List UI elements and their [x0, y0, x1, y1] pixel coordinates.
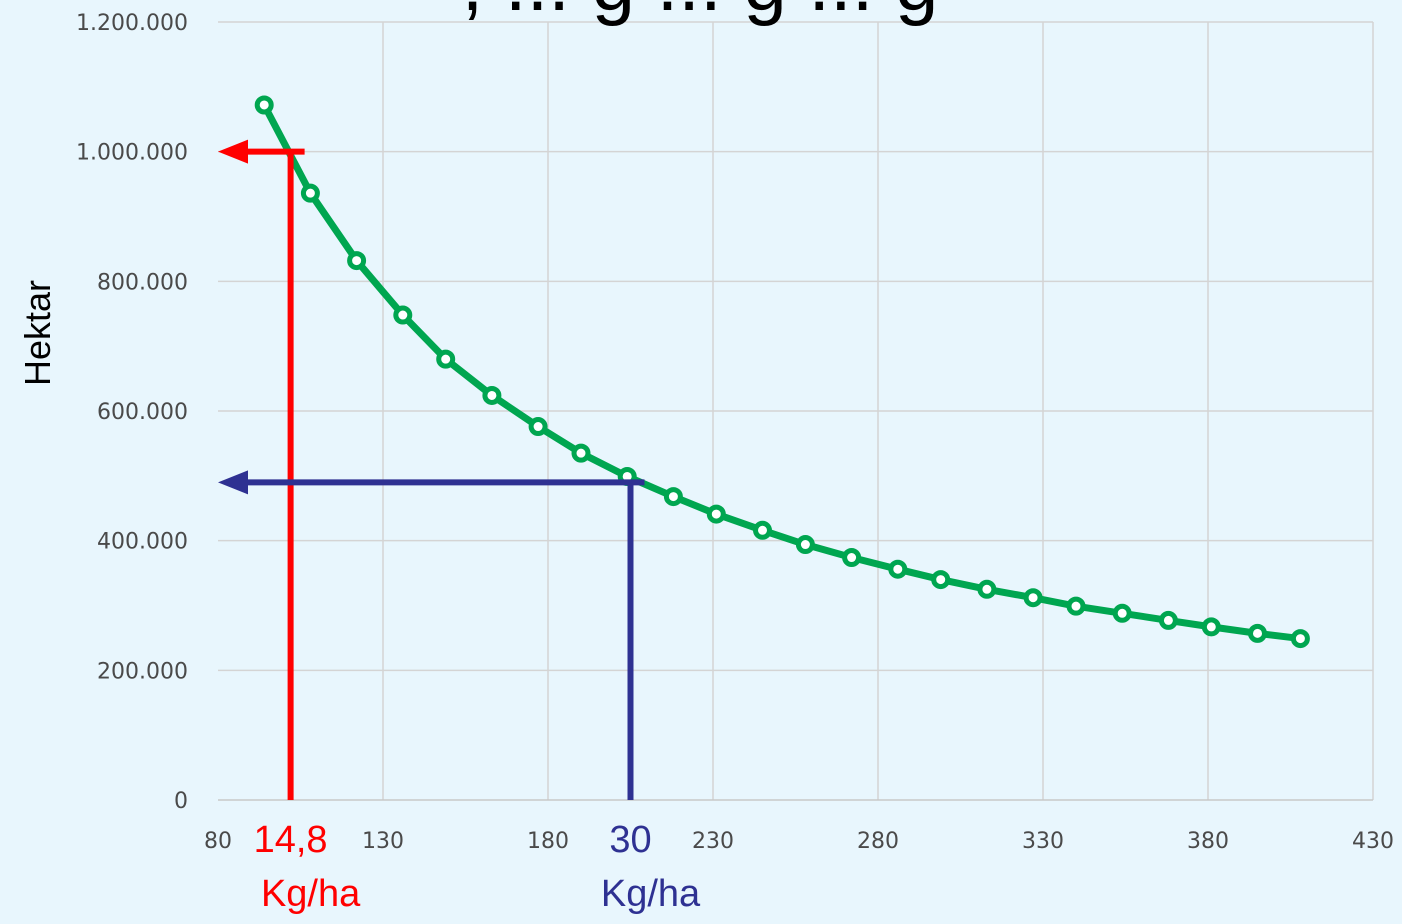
data-point	[528, 417, 548, 437]
data-point	[254, 95, 274, 115]
data-point	[1023, 588, 1043, 608]
y-tick-label: 1.000.000	[76, 141, 188, 166]
x-tick-label: 80	[204, 829, 232, 854]
data-point	[347, 251, 367, 271]
data-point	[977, 579, 997, 599]
annotation-arrowhead	[218, 139, 248, 164]
data-series	[254, 95, 1310, 649]
data-point	[1201, 617, 1221, 637]
y-tick-label: 400.000	[97, 530, 188, 555]
data-point	[436, 349, 456, 369]
y-tick-label: 200.000	[97, 659, 188, 684]
x-axis-ticks: 80 130 180 230 280 330 380 430	[204, 829, 1394, 854]
y-tick-label: 600.000	[97, 400, 188, 425]
title-fragment: , ... g ... g ... g	[462, 0, 939, 27]
annotation-value-label: 30	[609, 819, 651, 861]
y-tick-label: 0	[174, 789, 188, 814]
annotation-unit-label: Kg/ha	[261, 873, 361, 915]
series-line	[260, 101, 1304, 643]
data-point	[393, 305, 413, 325]
annotation-arrowhead	[218, 470, 248, 495]
data-point	[663, 487, 683, 507]
grid	[218, 21, 1374, 800]
data-point	[482, 385, 502, 405]
y-tick-label: 1.200.000	[76, 11, 188, 36]
data-point	[795, 535, 815, 555]
x-tick-label: 430	[1352, 829, 1394, 854]
y-tick-label: 800.000	[97, 270, 188, 295]
data-point	[753, 520, 772, 540]
x-tick-label: 380	[1187, 829, 1229, 854]
data-point	[1066, 596, 1086, 616]
x-tick-label: 180	[527, 829, 569, 854]
y-axis-ticks: 0 200.000 400.000 600.000 800.000 1.000.000 1.…	[76, 11, 188, 814]
data-point	[842, 548, 862, 568]
data-point	[1248, 623, 1267, 643]
annotation-unit-label: Kg/ha	[601, 873, 701, 915]
x-tick-label: 130	[362, 829, 404, 854]
y-axis-label: Hektar	[17, 280, 58, 386]
data-point	[888, 559, 908, 579]
data-point	[931, 570, 951, 590]
annotation-value-label: 14,8	[254, 819, 328, 861]
data-point	[571, 443, 591, 463]
data-point	[1290, 629, 1310, 649]
x-tick-label: 280	[857, 829, 899, 854]
x-tick-label: 330	[1022, 829, 1064, 854]
annotations: 14,8 Kg/ha 30 Kg/ha	[218, 139, 701, 915]
data-point	[1158, 610, 1178, 630]
x-tick-label: 230	[692, 829, 734, 854]
data-point	[1112, 603, 1132, 623]
data-point	[300, 183, 320, 203]
data-point	[706, 504, 726, 524]
